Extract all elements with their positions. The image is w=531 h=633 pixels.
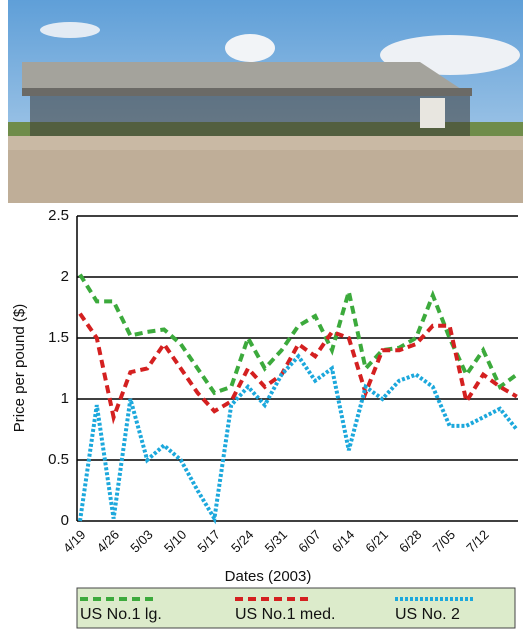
legend-box bbox=[76, 587, 516, 629]
x-tick-label: 5/03 bbox=[127, 527, 156, 556]
x-tick-label: 7/05 bbox=[430, 527, 459, 556]
x-tick-label: 6/21 bbox=[362, 527, 391, 556]
y-tick-label: 2 bbox=[61, 268, 69, 285]
x-axis-title: Dates (2003) bbox=[225, 568, 312, 585]
y-tick-label: 0 bbox=[61, 512, 69, 529]
legend-label: US No.1 lg. bbox=[80, 606, 162, 623]
series-line bbox=[78, 353, 519, 525]
y-tick-label: 2.5 bbox=[48, 207, 69, 224]
x-tick-label: 4/26 bbox=[94, 527, 123, 556]
x-tick-label: 5/31 bbox=[262, 527, 291, 556]
photo bbox=[8, 0, 523, 203]
x-tick-label: 5/24 bbox=[228, 527, 257, 556]
x-tick-label: 6/14 bbox=[329, 527, 358, 556]
x-tick-label: 6/07 bbox=[295, 527, 324, 556]
x-tick-label: 6/28 bbox=[396, 527, 425, 556]
x-tick-label: 5/17 bbox=[194, 527, 223, 556]
y-axis-title: Price per pound ($) bbox=[11, 304, 28, 432]
x-tick-label: 5/10 bbox=[161, 527, 190, 556]
series-line bbox=[78, 312, 518, 425]
y-tick-label: 1.5 bbox=[48, 329, 69, 346]
y-tick-label: 1 bbox=[61, 390, 69, 407]
x-tick-label: 4/19 bbox=[60, 527, 89, 556]
series-line bbox=[78, 273, 518, 396]
legend-label: US No.1 med. bbox=[235, 606, 335, 623]
legend-label: US No. 2 bbox=[395, 606, 460, 623]
x-tick-label: 7/12 bbox=[463, 527, 492, 556]
y-tick-label: 0.5 bbox=[48, 451, 69, 468]
